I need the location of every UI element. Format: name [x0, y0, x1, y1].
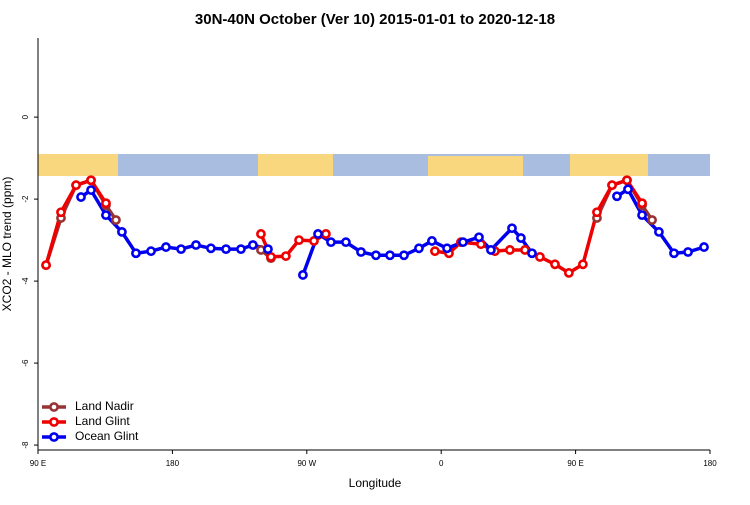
data-point	[236, 244, 246, 255]
land-band	[38, 154, 118, 176]
y-tick-label: -4	[21, 277, 30, 285]
data-point	[131, 248, 141, 259]
data-point	[699, 242, 709, 252]
data-point	[56, 207, 66, 218]
data-point	[146, 246, 156, 257]
data-point	[612, 191, 622, 202]
data-point	[101, 198, 111, 209]
x-axis-label: Longitude	[349, 476, 402, 490]
data-point	[622, 175, 632, 186]
data-point	[430, 246, 440, 257]
data-point	[683, 247, 693, 257]
x-tick-label: 90 E	[567, 459, 583, 468]
legend-label: Ocean Glint	[75, 429, 139, 443]
data-point	[280, 251, 291, 261]
x-tick-label: 90 E	[30, 459, 46, 468]
land-band	[258, 154, 333, 176]
land-band	[428, 156, 523, 176]
data-point	[550, 259, 560, 270]
data-point	[76, 192, 86, 202]
data-point	[341, 237, 351, 248]
data-point	[71, 180, 81, 191]
x-tick-label: 90 W	[297, 459, 316, 468]
data-point	[111, 215, 121, 225]
data-point	[442, 243, 452, 254]
data-point	[458, 237, 468, 248]
data-point	[321, 229, 331, 239]
data-point	[504, 245, 515, 255]
data-point	[161, 242, 171, 252]
data-point	[669, 248, 679, 259]
data-point	[263, 244, 273, 255]
data-point	[516, 233, 526, 243]
legend-marker	[49, 432, 59, 442]
data-point	[191, 240, 201, 250]
data-point	[535, 252, 545, 262]
data-point	[637, 198, 647, 209]
data-point	[206, 243, 216, 254]
y-tick-label: -6	[21, 359, 30, 367]
x-tick-label: 180	[703, 459, 717, 468]
data-point	[266, 252, 276, 262]
legend-marker	[49, 402, 59, 412]
x-tick-label: 0	[439, 459, 444, 468]
ocean-band	[38, 154, 710, 176]
data-point	[313, 229, 323, 239]
data-point	[507, 223, 517, 234]
data-point	[592, 207, 602, 218]
data-point	[247, 240, 258, 250]
land-band	[570, 154, 648, 176]
legend-label: Land Glint	[75, 414, 130, 428]
data-point	[647, 215, 657, 225]
data-point	[637, 210, 647, 220]
data-point	[385, 250, 395, 261]
legend-marker	[49, 417, 59, 427]
data-point	[326, 237, 336, 248]
data-point	[427, 236, 437, 246]
data-point	[607, 180, 617, 191]
y-tick-label: -2	[21, 195, 30, 203]
data-point	[486, 245, 496, 255]
data-point	[474, 232, 484, 243]
data-point	[294, 235, 304, 246]
legend-label: Land Nadir	[75, 399, 134, 413]
data-point	[527, 248, 537, 259]
data-point	[654, 227, 664, 237]
data-point	[298, 270, 308, 280]
data-point	[86, 185, 96, 195]
data-point	[309, 236, 319, 246]
data-point	[563, 268, 574, 278]
y-tick-label: 0	[21, 114, 30, 119]
chart-title: 30N-40N October (Ver 10) 2015-01-01 to 2…	[195, 11, 555, 28]
data-point	[41, 260, 51, 271]
data-point	[356, 247, 366, 257]
data-point	[399, 250, 409, 261]
data-point	[623, 184, 633, 195]
data-point	[256, 229, 266, 239]
data-point	[221, 244, 231, 255]
data-point	[414, 243, 424, 254]
data-point	[117, 227, 127, 237]
data-point	[101, 210, 111, 220]
x-tick-label: 180	[166, 459, 180, 468]
data-point	[176, 244, 186, 255]
y-tick-label: -8	[21, 441, 30, 449]
data-point	[371, 250, 381, 261]
y-axis-label: XCO2 - MLO trend (ppm)	[0, 177, 14, 312]
map-strip	[38, 154, 710, 176]
data-point	[578, 259, 588, 270]
data-point	[86, 175, 96, 186]
